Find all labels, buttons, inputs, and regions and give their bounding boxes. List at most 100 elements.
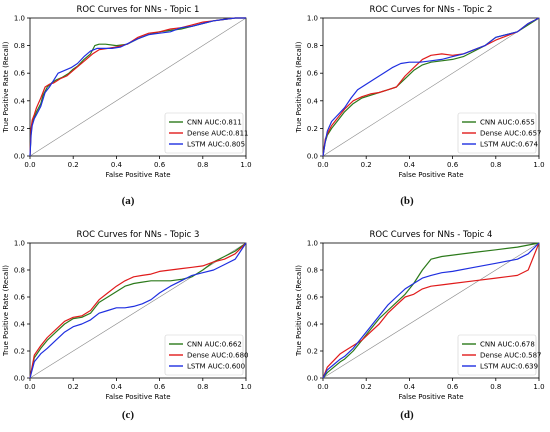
x-tick-label: 1.0 — [533, 161, 544, 169]
y-tick-label: 0.4 — [307, 321, 319, 329]
diagonal-reference-line — [322, 17, 540, 157]
plot-frame — [322, 17, 540, 157]
y-tick-label: 0.2 — [14, 125, 25, 133]
x-tick-label: 0.8 — [490, 383, 501, 391]
y-tick-label: 0.6 — [307, 70, 319, 78]
diagonal-reference-line — [29, 242, 247, 379]
series-line-lstm — [29, 17, 246, 157]
y-tick-label: 0.6 — [307, 294, 319, 302]
plot-frame — [322, 242, 540, 379]
y-axis-label: True Positive Rate (Recall) — [2, 265, 10, 357]
y-tick-label: 0.0 — [307, 375, 318, 383]
x-tick-label: 0.6 — [447, 383, 459, 391]
caption-c: (c) — [121, 409, 135, 421]
x-tick-label: 0.0 — [317, 383, 328, 391]
x-tick-label: 0.8 — [490, 161, 501, 169]
legend-label-cnn: CNN AUC:0.655 — [480, 119, 535, 127]
y-tick-label: 0.8 — [14, 267, 25, 275]
chart-title: ROC Curves for NNs - Topic 2 — [370, 5, 493, 15]
x-tick-label: 0.6 — [447, 161, 459, 169]
legend-box — [164, 334, 244, 376]
y-tick-label: 1.0 — [14, 15, 25, 23]
chart-title: ROC Curves for NNs - Topic 4 — [370, 230, 493, 240]
y-axis-label: True Positive Rate (Recall) — [295, 41, 303, 133]
x-tick-label: 0.4 — [404, 161, 416, 169]
legend-label-dense: Dense AUC:0.811 — [187, 130, 249, 138]
diagonal-reference-line — [322, 242, 540, 379]
x-tick-label: 0.4 — [404, 383, 416, 391]
roc-chart-1: 0.0 0.2 0.4 0.6 0.8 1.0 0.0 0.2 0.4 0.6 0.8 1.0 ROC … — [2, 5, 252, 179]
x-tick-label: 0.6 — [154, 161, 166, 169]
roc-chart-2: 0.0 0.2 0.4 0.6 0.8 1.0 0.0 0.2 0.4 0.6 0.8 1.0 ROC … — [295, 5, 545, 179]
y-tick-label: 0.0 — [307, 153, 318, 161]
legend-label-cnn: CNN AUC:0.678 — [480, 341, 535, 349]
y-tick-label: 1.0 — [307, 15, 318, 23]
x-tick-label: 0.2 — [361, 383, 372, 391]
legend-label-cnn: CNN AUC:0.811 — [187, 119, 242, 127]
roc-chart-4: 0.0 0.2 0.4 0.6 0.8 1.0 0.0 0.2 0.4 0.6 0.8 1.0 ROC … — [295, 230, 545, 401]
y-tick-label: 1.0 — [307, 240, 318, 248]
series-line-dense — [29, 242, 247, 379]
y-tick-label: 0.8 — [307, 42, 318, 50]
y-tick-label: 0.6 — [14, 294, 26, 302]
y-tick-label: 1.0 — [14, 240, 25, 248]
plot-frame — [29, 17, 247, 157]
x-axis-label: False Positive Rate — [398, 393, 463, 401]
x-tick-label: 0.4 — [111, 383, 123, 391]
legend-label-dense: Dense AUC:0.587 — [480, 352, 542, 360]
legend-box — [457, 334, 537, 376]
legend-label-cnn: CNN AUC:0.662 — [187, 341, 242, 349]
y-tick-label: 0.0 — [14, 153, 25, 161]
x-tick-label: 1.0 — [240, 383, 251, 391]
y-tick-label: 0.6 — [14, 70, 26, 78]
series-line-lstm — [322, 17, 540, 157]
x-axis-label: False Positive Rate — [398, 171, 463, 179]
x-tick-label: 1.0 — [533, 383, 544, 391]
y-tick-label: 0.4 — [14, 321, 26, 329]
x-tick-label: 0.4 — [111, 161, 123, 169]
x-tick-label: 0.0 — [317, 161, 328, 169]
y-tick-label: 0.2 — [14, 348, 25, 356]
caption-d: (d) — [400, 409, 414, 421]
chart-title: ROC Curves for NNs - Topic 3 — [77, 230, 200, 240]
y-axis-label: True Positive Rate (Recall) — [295, 265, 303, 357]
y-axis-label: True Positive Rate (Recall) — [2, 41, 10, 133]
series-line-dense — [322, 242, 540, 379]
legend-box — [164, 112, 244, 154]
caption-a: (a) — [121, 195, 135, 207]
legend-label-dense: Dense AUC:0.680 — [187, 352, 249, 360]
x-tick-label: 0.0 — [24, 383, 35, 391]
x-tick-label: 0.0 — [24, 161, 35, 169]
legend-box — [457, 112, 537, 154]
series-line-lstm — [29, 242, 247, 379]
x-tick-label: 0.2 — [68, 161, 79, 169]
legend-label-lstm: LSTM AUC:0.639 — [480, 363, 538, 371]
legend: CNN AUC:0.811 Dense AUC:0.811 LSTM AUC:0.8… — [164, 112, 249, 154]
y-tick-label: 0.0 — [14, 375, 25, 383]
x-tick-label: 0.2 — [361, 161, 372, 169]
chart-title: ROC Curves for NNs - Topic 1 — [77, 5, 200, 15]
x-axis-label: False Positive Rate — [105, 393, 170, 401]
legend-label-dense: Dense AUC:0.657 — [480, 130, 542, 138]
legend: CNN AUC:0.655 Dense AUC:0.657 LSTM AUC:0.6… — [457, 112, 542, 154]
legend: CNN AUC:0.678 Dense AUC:0.587 LSTM AUC:0.6… — [457, 334, 542, 376]
roc-chart-3: 0.0 0.2 0.4 0.6 0.8 1.0 0.0 0.2 0.4 0.6 0.8 1.0 ROC … — [2, 230, 252, 401]
legend-label-lstm: LSTM AUC:0.674 — [480, 141, 539, 149]
y-tick-label: 0.8 — [307, 267, 318, 275]
x-tick-label: 1.0 — [240, 161, 251, 169]
series-line-dense — [322, 17, 540, 157]
y-tick-label: 0.4 — [307, 97, 319, 105]
series-line-cnn — [29, 242, 247, 379]
x-tick-label: 0.8 — [197, 161, 208, 169]
series-line-lstm — [322, 242, 540, 379]
series-line-cnn — [322, 242, 540, 379]
x-tick-label: 0.8 — [197, 383, 208, 391]
diagonal-reference-line — [29, 17, 247, 157]
y-tick-label: 0.2 — [307, 348, 318, 356]
legend-label-lstm: LSTM AUC:0.805 — [187, 141, 245, 149]
x-tick-label: 0.6 — [154, 383, 166, 391]
legend: CNN AUC:0.662 Dense AUC:0.680 LSTM AUC:0.6… — [164, 334, 249, 376]
plot-frame — [29, 242, 247, 379]
